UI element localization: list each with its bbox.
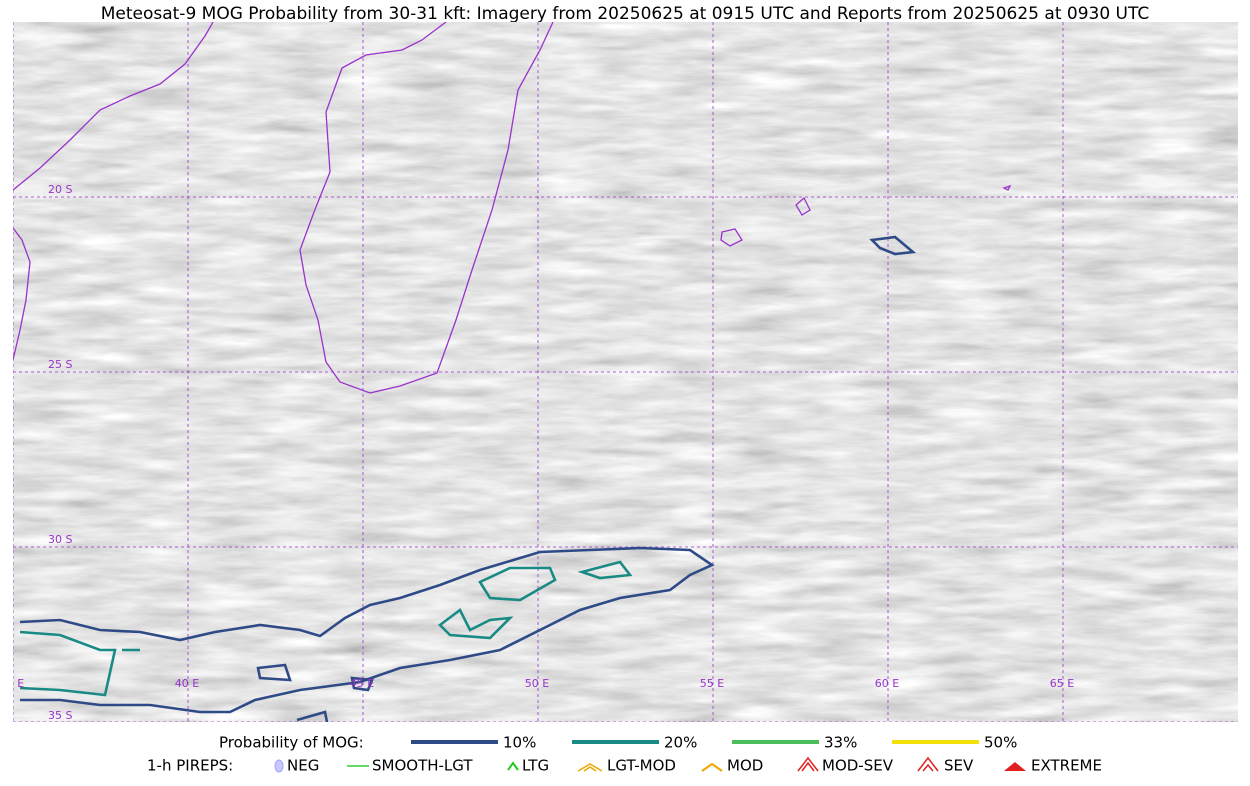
lon-labels: 35 E 40 E 45 E 50 E 55 E 60 E 65 E: [0, 677, 1074, 690]
legend-item: 33%: [824, 734, 857, 752]
legend-icon: [797, 756, 819, 772]
lat-label: 30 S: [48, 533, 72, 546]
legend-icon: [917, 756, 939, 772]
lon-label: 65 E: [1050, 677, 1074, 690]
legend-item: 20%: [664, 734, 697, 752]
legend-item: 10%: [503, 734, 536, 752]
lon-label: 45 E: [350, 677, 374, 690]
lon-label: 60 E: [875, 677, 899, 690]
legend-icon: [1004, 762, 1026, 771]
lon-label: 35 E: [0, 677, 24, 690]
lon-label: 40 E: [175, 677, 199, 690]
lon-label: 50 E: [525, 677, 549, 690]
legend-item: SEV: [944, 757, 974, 775]
legend-title: Probability of MOG:: [219, 734, 364, 752]
legend-item: 50%: [984, 734, 1017, 752]
lat-label: 25 S: [48, 358, 72, 371]
legend-icon: [701, 762, 723, 772]
title: Meteosat-9 MOG Probability from 30-31 kf…: [101, 4, 1150, 24]
lat-label: 20 S: [48, 183, 72, 196]
legend-title: 1-h PIREPS:: [147, 757, 233, 775]
coastlines: [13, 22, 1012, 394]
legend-item: MOD: [727, 757, 763, 775]
legend-probability: Probability of MOG: 10% 20% 33% 50%: [219, 734, 1017, 752]
legend-item: SMOOTH-LGT: [372, 757, 473, 775]
legend-item: LGT-MOD: [607, 757, 676, 775]
lon-label: 55 E: [700, 677, 724, 690]
legend-pireps: 1-h PIREPS: NEG SMOOTH-LGT LTG LGT-MOD M…: [147, 757, 1102, 775]
graticule: [13, 22, 1238, 722]
legend-item: MOD-SEV: [822, 757, 894, 775]
legend-item: LTG: [522, 757, 549, 775]
lat-label: 35 S: [48, 709, 72, 722]
legend-icon: [577, 763, 603, 772]
map: 20 S 25 S 30 S 35 S 35 E 40 E 45 E 50 E …: [0, 22, 1238, 722]
legend-item: EXTREME: [1031, 757, 1102, 775]
legend-icon: [507, 761, 519, 771]
legend-icon: [274, 759, 284, 773]
lat-labels: 20 S 25 S 30 S 35 S: [48, 183, 72, 722]
legend-item: NEG: [287, 757, 319, 775]
mog-contours: [19, 235, 917, 722]
